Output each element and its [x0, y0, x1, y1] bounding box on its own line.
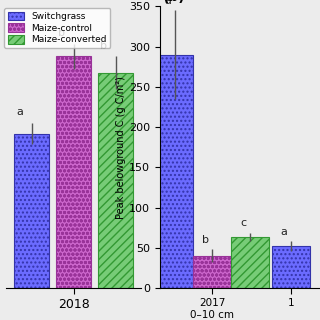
Bar	[156, 55, 194, 288]
Bar	[194, 256, 231, 288]
Bar	[98, 73, 133, 288]
Y-axis label: Peak belowground C (g C/m²): Peak belowground C (g C/m²)	[116, 76, 126, 219]
Text: a: a	[164, 0, 171, 5]
Bar	[231, 237, 269, 288]
Text: b: b	[58, 28, 65, 38]
Bar	[14, 133, 50, 288]
Text: b: b	[100, 41, 107, 51]
Text: (b): (b)	[163, 0, 186, 4]
Text: a: a	[281, 227, 287, 236]
Legend: Switchgrass, Maize-control, Maize-converted: Switchgrass, Maize-control, Maize-conver…	[4, 8, 110, 48]
Text: a: a	[16, 107, 23, 117]
Bar	[56, 56, 92, 288]
Text: b: b	[202, 235, 209, 244]
Bar	[272, 246, 310, 288]
Text: c: c	[240, 219, 246, 228]
